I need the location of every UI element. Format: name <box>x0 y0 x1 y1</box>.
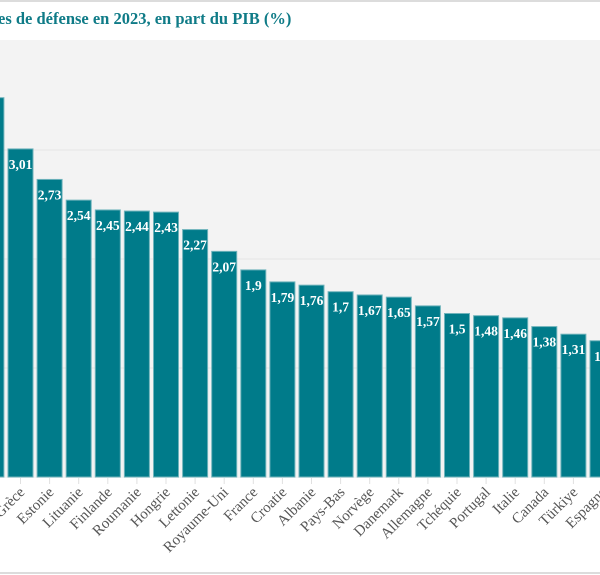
data-label: 1,7 <box>332 300 349 315</box>
data-label: 2,45 <box>96 218 120 233</box>
data-label: 2,43 <box>154 220 178 235</box>
data-label: 2,54 <box>67 208 91 223</box>
bar <box>385 296 412 478</box>
data-label: 1,31 <box>562 342 586 357</box>
bar <box>327 291 354 478</box>
bar <box>153 211 179 478</box>
bar <box>65 199 92 478</box>
bottom-border <box>0 572 600 574</box>
data-label: 1,79 <box>271 290 295 305</box>
chart-title: es de défense en 2023, en part du PIB (%… <box>0 9 292 28</box>
data-label: 2,27 <box>183 238 207 253</box>
bar <box>0 97 5 478</box>
data-label: 1,5 <box>449 322 466 337</box>
bar <box>356 294 383 478</box>
top-border <box>0 0 600 2</box>
data-label: 1,48 <box>474 324 498 339</box>
data-label: 2,44 <box>125 219 149 234</box>
bar <box>444 313 470 478</box>
bar <box>414 305 441 478</box>
bar <box>123 210 150 478</box>
bar <box>560 333 587 478</box>
bar <box>240 269 267 478</box>
data-label: 2,73 <box>38 187 62 202</box>
bar <box>36 178 63 478</box>
data-label: 1,2 <box>594 349 600 364</box>
data-label: 1,9 <box>245 278 262 293</box>
bar <box>94 209 121 478</box>
bar <box>269 281 296 478</box>
data-label: 1,65 <box>387 305 411 320</box>
data-label: 1,46 <box>503 326 527 341</box>
bar <box>473 315 500 478</box>
data-label: 1,57 <box>416 314 440 329</box>
bar <box>502 317 529 478</box>
data-label: 3,01 <box>9 157 33 172</box>
bar <box>298 284 325 478</box>
bar <box>589 340 600 478</box>
bar <box>7 148 34 478</box>
bar <box>531 326 558 478</box>
data-label: 1,38 <box>532 335 556 350</box>
data-label: 2,07 <box>212 259 236 274</box>
data-label: 1,67 <box>358 303 382 318</box>
data-label: 1,76 <box>300 293 324 308</box>
bar <box>211 250 238 478</box>
bar <box>182 229 209 478</box>
